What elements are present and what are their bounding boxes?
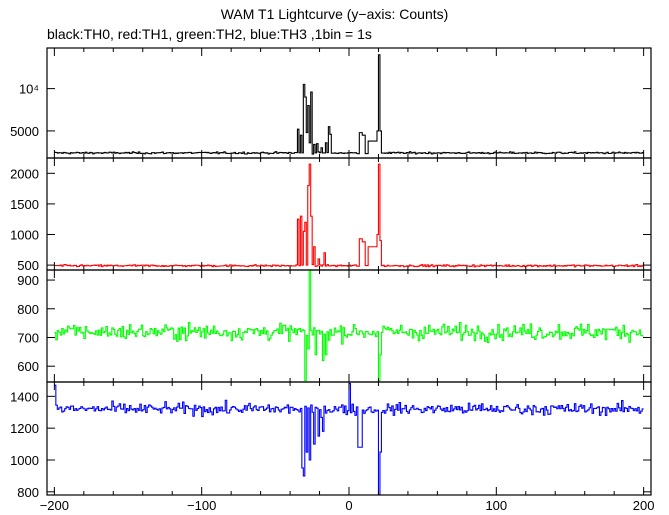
x-tick-label: −100 bbox=[187, 498, 216, 513]
x-tick-label: 200 bbox=[633, 498, 655, 513]
y-tick-label: 600 bbox=[17, 359, 39, 374]
y-tick-label: 1500 bbox=[10, 197, 39, 212]
y-tick-label: 1400 bbox=[10, 389, 39, 404]
panel-th1-frame bbox=[46, 157, 652, 271]
y-tick-label: 10⁴ bbox=[19, 82, 39, 97]
y-tick-label: 800 bbox=[17, 302, 39, 317]
chart-subtitle: black:TH0, red:TH1, green:TH2, blue:TH3 … bbox=[47, 26, 372, 42]
y-tick-label: 700 bbox=[17, 330, 39, 345]
panel-th2-frame bbox=[46, 269, 652, 383]
chart-title: WAM T1 Lightcurve (y−axis: Counts) bbox=[220, 6, 449, 22]
series-th0-line bbox=[54, 54, 644, 155]
y-tick-label: 500 bbox=[17, 258, 39, 273]
y-tick-label: 2000 bbox=[10, 166, 39, 181]
panel-th0-frame bbox=[46, 47, 652, 159]
series-th3-line bbox=[54, 383, 644, 495]
x-tick-label: 100 bbox=[485, 498, 507, 513]
y-tick-label: 900 bbox=[17, 273, 39, 288]
y-tick-label: 5000 bbox=[10, 124, 39, 139]
x-tick-label: 0 bbox=[345, 498, 352, 513]
y-tick-label: 800 bbox=[17, 485, 39, 500]
series-th2-line bbox=[54, 270, 644, 382]
x-tick-label: −200 bbox=[40, 498, 69, 513]
y-tick-label: 1000 bbox=[10, 453, 39, 468]
series-th1-line bbox=[54, 163, 644, 268]
y-tick-label: 1200 bbox=[10, 421, 39, 436]
y-tick-label: 1000 bbox=[10, 228, 39, 243]
